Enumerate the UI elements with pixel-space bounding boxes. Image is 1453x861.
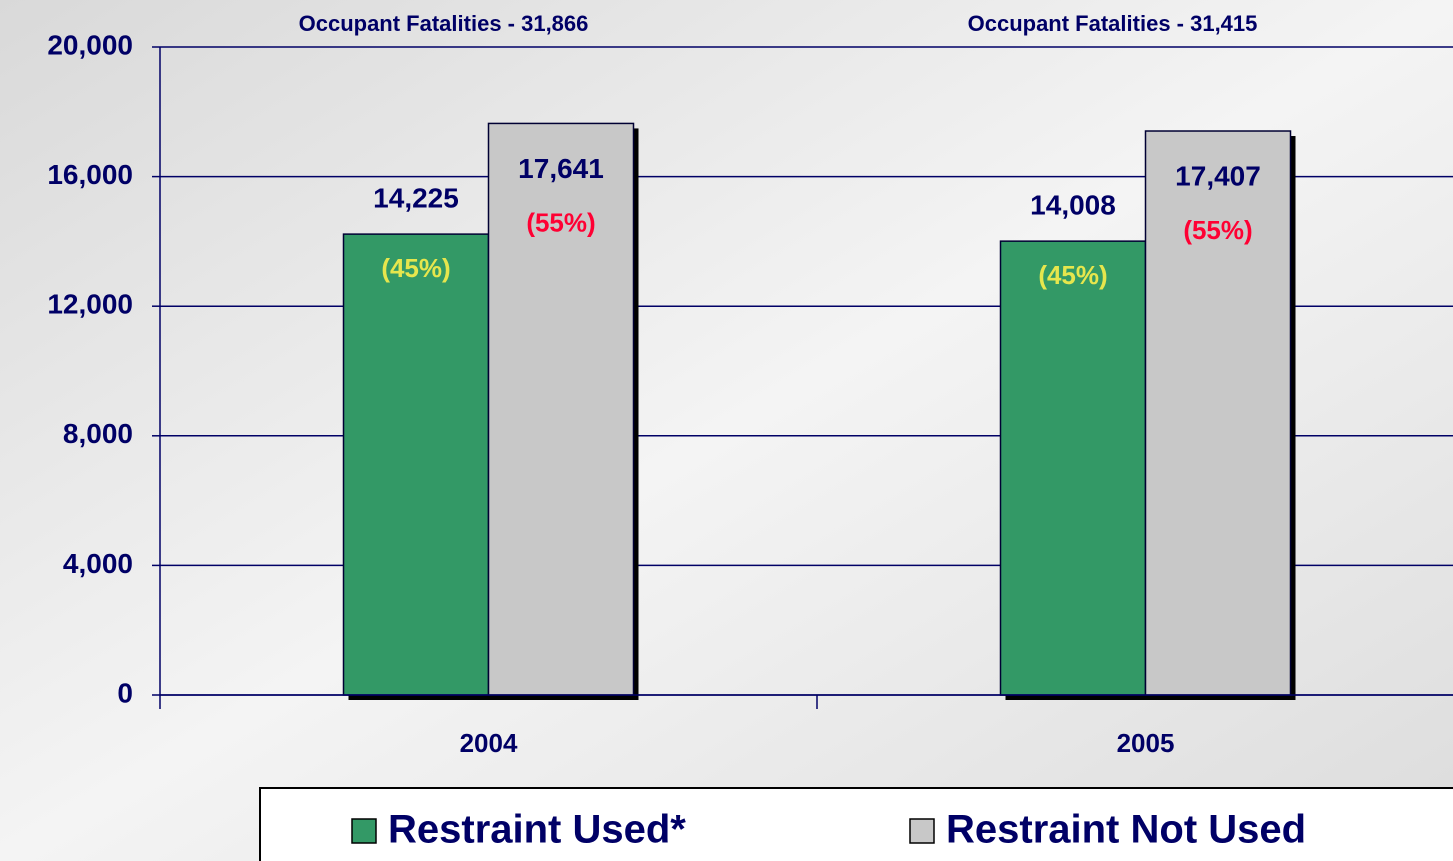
y-tick-label: 20,000 (47, 29, 133, 60)
bar (1144, 130, 1292, 696)
bar (999, 240, 1147, 696)
y-tick-label: 0 (117, 677, 133, 708)
x-tick-label: 2005 (1117, 728, 1175, 758)
value-label: 14,008 (1030, 190, 1116, 221)
x-tick-label: 2004 (460, 728, 518, 758)
percent-label: (55%) (526, 207, 595, 237)
legend-swatch (351, 818, 377, 844)
bar (342, 233, 490, 696)
bar (487, 122, 635, 696)
legend-label: Restraint Not Used (946, 808, 1306, 852)
percent-label: (45%) (1038, 260, 1107, 290)
annotation: Occupant Fatalities - 31,415 (968, 11, 1258, 36)
legend-label: Restraint Used* (388, 808, 686, 852)
legend-swatch (909, 818, 935, 844)
y-tick-label: 16,000 (47, 159, 133, 190)
percent-label: (45%) (381, 253, 450, 283)
y-tick-label: 8,000 (63, 418, 133, 449)
legend-box (259, 787, 1453, 861)
percent-label: (55%) (1183, 215, 1252, 245)
y-tick-label: 12,000 (47, 289, 133, 320)
annotation: Occupant Fatalities - 31,866 (299, 11, 589, 36)
value-label: 17,641 (518, 153, 604, 184)
value-label: 17,407 (1175, 160, 1261, 191)
y-tick-label: 4,000 (63, 548, 133, 579)
value-label: 14,225 (373, 183, 459, 214)
